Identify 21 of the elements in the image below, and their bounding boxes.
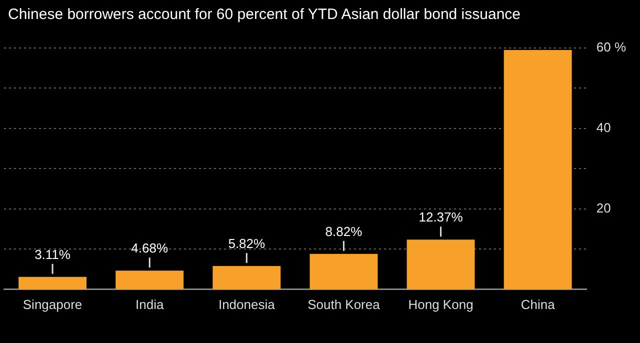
chart-title: Chinese borrowers account for 60 percent of YTD Asian dollar bond issuance — [8, 6, 521, 23]
data-label: 5.82% — [228, 236, 266, 252]
x-tick-label: China — [520, 296, 556, 312]
x-tick-label: Hong Kong — [408, 296, 474, 312]
x-tick-label: India — [135, 296, 164, 312]
bar — [116, 270, 184, 290]
data-label: 4.68% — [131, 240, 168, 256]
bar — [212, 266, 281, 290]
bar — [18, 276, 87, 290]
bar — [406, 240, 475, 290]
y-tick-label: 20 — [596, 200, 611, 216]
y-tick-label: 40 — [596, 120, 611, 136]
bar — [504, 50, 572, 290]
x-tick-label: Singapore — [22, 296, 82, 312]
x-tick-label: Indonesia — [218, 296, 276, 312]
data-label: 3.11% — [34, 246, 71, 262]
data-label: 8.82% — [325, 224, 363, 239]
x-tick-label: South Korea — [308, 296, 381, 312]
data-label: 12.37% — [418, 210, 464, 225]
y-tick-label: 60 % — [596, 40, 626, 55]
bar — [310, 254, 378, 290]
